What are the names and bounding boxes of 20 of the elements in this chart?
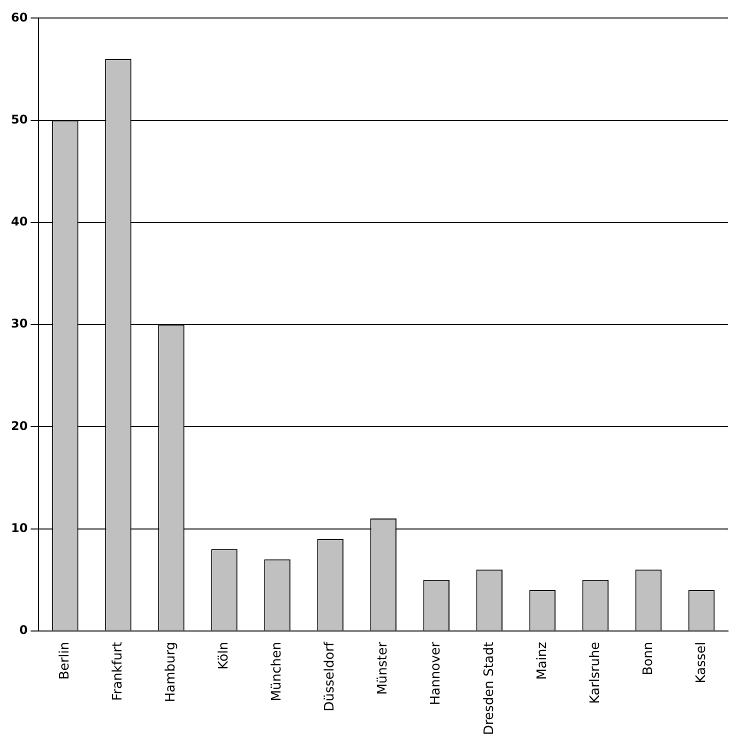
y-tick-label: 0 [19,623,28,637]
x-tick-label: Hamburg [164,642,179,702]
x-tick-label: Karlsruhe [588,642,603,704]
x-tick-label: München [270,642,285,702]
y-tick-label: 60 [10,10,28,24]
x-tick-label: Frankfurt [110,642,126,701]
x-tick-label: Berlin [58,642,73,680]
y-tick-label: 50 [10,112,28,126]
y-tick-label: 40 [10,214,28,229]
x-tick-label: Köln [216,642,232,670]
x-tick-label: Hannover [428,641,444,706]
x-tick-label: Düsseldorf [322,641,338,712]
x-tick-label: Bonn [640,642,656,676]
x-tick-label: Mainz [534,642,550,680]
y-tick-label: 10 [10,520,28,535]
x-tick-label: Kassel [694,642,709,684]
y-tick-label: 30 [10,316,28,331]
y-tick-label: 20 [10,418,28,433]
x-tick-label: Münster [376,641,391,695]
x-tick-label: Dresden Stadt [482,642,497,736]
